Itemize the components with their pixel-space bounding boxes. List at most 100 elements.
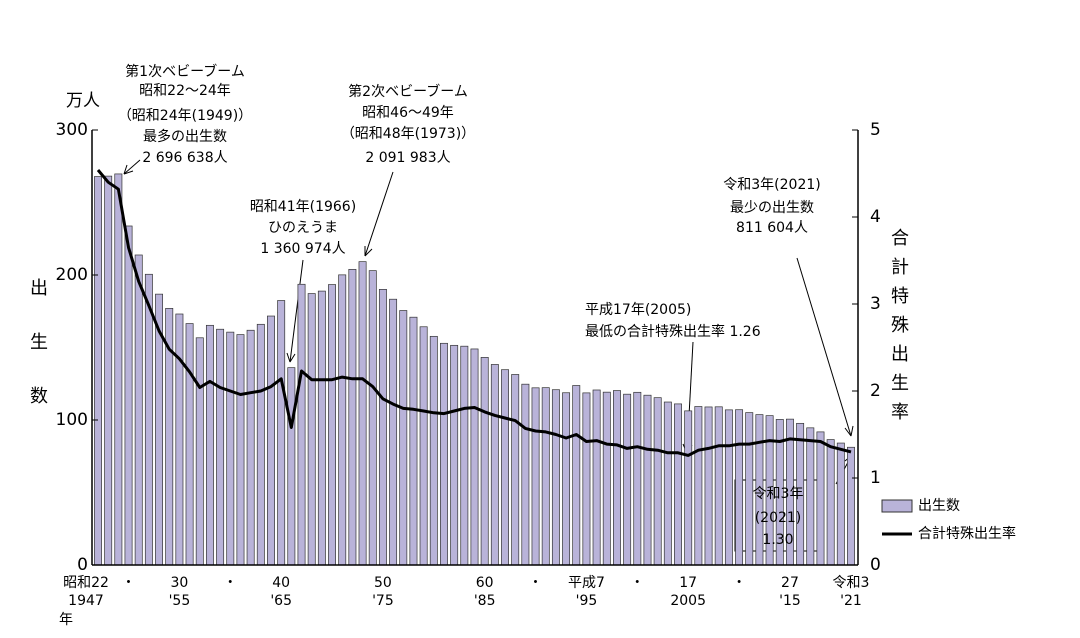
annotation: 昭和22～24年 — [139, 83, 231, 99]
bar — [195, 337, 204, 566]
annotation: 昭和46～49年 — [362, 105, 454, 121]
y-unit: 万人 — [66, 91, 100, 111]
bar — [144, 273, 153, 566]
y2-tick-label: 0 — [870, 555, 881, 575]
bar — [175, 313, 184, 566]
y-tick-label: 0 — [77, 555, 88, 575]
bar — [613, 390, 621, 566]
annotation: 第2次ベビーブーム — [348, 83, 468, 100]
bar — [277, 300, 286, 566]
bar — [236, 334, 245, 566]
x-unit: 年 — [59, 612, 73, 628]
x-tick-label: 平成7 — [568, 575, 605, 591]
x-tick-label: ・ — [732, 575, 746, 591]
bar — [521, 383, 530, 566]
x-tick-label: ・ — [630, 575, 644, 591]
x-tick-label-2: '65 — [270, 593, 292, 609]
x-tick-label-2: 2005 — [670, 593, 706, 609]
y2-label: 合計特殊出生率 — [888, 228, 909, 431]
annotation: 2 091 983人 — [365, 150, 450, 166]
bar — [572, 385, 581, 566]
bar — [511, 374, 520, 566]
legend-swatch — [881, 499, 913, 513]
bar — [399, 310, 408, 566]
bar — [328, 284, 336, 566]
annotation: 1 360 974人 — [260, 241, 345, 257]
bar — [460, 345, 469, 566]
bar — [562, 392, 571, 566]
bar — [450, 344, 459, 566]
bar — [134, 254, 143, 566]
bar — [633, 391, 642, 566]
x-tick-label-2: 1947 — [68, 593, 104, 609]
x-tick-label: 50 — [374, 575, 392, 591]
bar — [124, 225, 133, 566]
bar — [582, 392, 591, 566]
annotation: (2021) — [755, 510, 802, 526]
x-tick-label: 60 — [476, 575, 494, 591]
annotation: （昭和24年(1949)） — [118, 108, 252, 124]
bar — [501, 369, 509, 566]
bar — [735, 409, 744, 566]
bar — [338, 274, 347, 566]
x-tick-label: 40 — [272, 575, 290, 591]
annotation: 1.30 — [762, 532, 793, 548]
y2-tick-label: 1 — [870, 468, 881, 488]
bar — [267, 315, 275, 566]
bar — [358, 261, 367, 566]
annotation: 2 696 638人 — [142, 150, 227, 166]
y-label: 出生数 — [27, 278, 48, 440]
bar — [216, 328, 225, 566]
annotation: 811 604人 — [736, 220, 808, 236]
rate-line — [96, 169, 852, 457]
x-tick-label: ・ — [223, 575, 237, 591]
bar — [714, 406, 723, 566]
bar — [653, 397, 662, 566]
y2-tick-label: 4 — [870, 207, 881, 227]
annotation: （昭和48年(1973)） — [341, 126, 475, 142]
x-tick-label-2: '85 — [474, 593, 496, 609]
bar — [836, 442, 845, 566]
bar — [246, 329, 255, 566]
bar — [663, 401, 672, 566]
annotation: 最低の合計特殊出生率 1.26 — [585, 323, 761, 340]
bar — [429, 335, 438, 566]
bar — [480, 357, 489, 566]
annotation: 令和3年 — [753, 486, 804, 502]
bar — [297, 283, 306, 566]
bar — [470, 348, 479, 566]
bar — [806, 427, 815, 566]
bar — [602, 391, 611, 566]
y-tick-label: 100 — [56, 410, 88, 430]
x-tick-label-2: '95 — [576, 593, 598, 609]
bar — [541, 387, 550, 566]
annotation: 令和3年(2021) — [723, 177, 820, 193]
y-tick-label: 200 — [56, 265, 88, 285]
x-tick-label: ・ — [122, 575, 136, 591]
annotation: 平成17年(2005) — [585, 302, 691, 318]
x-tick-label: 昭和22 — [63, 575, 109, 591]
x-tick-label-2: '15 — [779, 593, 801, 609]
bar — [440, 342, 448, 566]
x-tick-label-2: '55 — [169, 593, 191, 609]
bar — [490, 364, 499, 566]
annotation: 第1次ベビーブーム — [125, 63, 245, 80]
x-tick-label: 令和3 — [833, 575, 870, 591]
bar — [205, 324, 214, 566]
bar — [368, 270, 377, 566]
y-tick-label: 300 — [56, 120, 88, 140]
y2-tick-label: 2 — [870, 381, 881, 401]
bar — [409, 316, 418, 566]
bar — [226, 331, 235, 566]
bar — [94, 176, 102, 566]
bar — [826, 439, 835, 566]
bar — [704, 406, 713, 566]
bar — [623, 393, 632, 566]
x-tick-label: 17 — [679, 575, 697, 591]
bar — [317, 290, 326, 566]
annotation: 最多の出生数 — [143, 128, 227, 145]
bar — [531, 387, 540, 566]
bar — [389, 298, 398, 566]
bar — [287, 367, 296, 566]
